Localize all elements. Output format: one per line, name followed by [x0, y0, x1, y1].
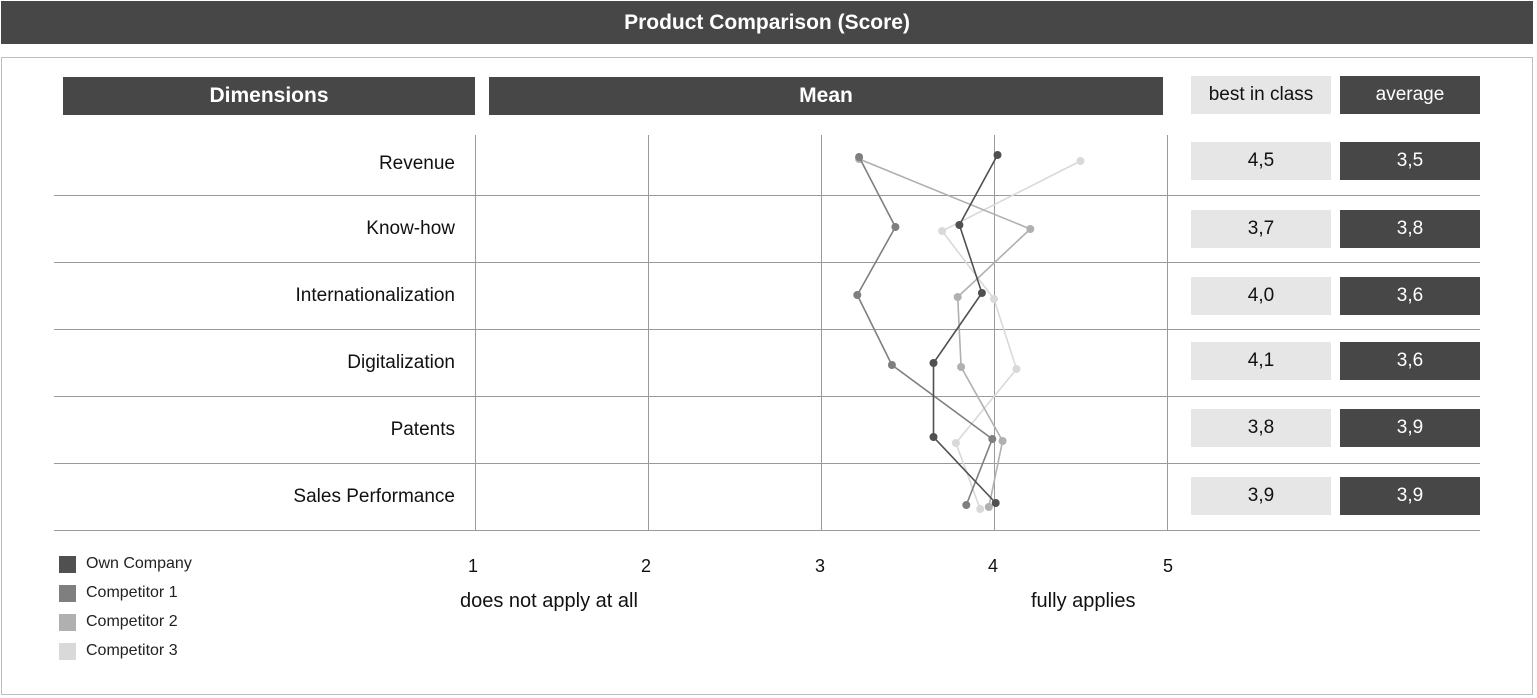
average-value: 3,6 [1340, 277, 1480, 315]
legend-swatch [59, 555, 76, 573]
best-in-class-value: 4,0 [1191, 277, 1331, 315]
data-point-competitor-1 [962, 501, 971, 509]
data-point-own-company [929, 359, 938, 367]
gridline-3 [821, 135, 822, 530]
legend-item-competitor-2: Competitor 2 [59, 613, 178, 631]
x-tick-label: 2 [640, 556, 651, 576]
data-point-competitor-2 [953, 293, 962, 301]
best-in-class-value: 4,5 [1191, 142, 1331, 180]
dimension-label-patents: Patents [390, 419, 455, 440]
series-line-competitor-1 [856, 156, 994, 506]
data-point-own-company [977, 289, 986, 297]
dimensions-header: Dimensions [63, 77, 475, 115]
axis-right-label: fully applies [1031, 590, 1136, 612]
best-in-class-value: 3,9 [1191, 477, 1331, 515]
legend-swatch [59, 642, 76, 660]
best-in-class-value: 4,1 [1191, 342, 1331, 380]
data-point-competitor-3 [976, 505, 985, 513]
data-point-own-company [991, 499, 1000, 507]
average-value: 3,9 [1340, 477, 1480, 515]
best-in-class-header: best in class [1191, 76, 1331, 114]
data-point-competitor-3 [951, 439, 960, 447]
data-point-competitor-3 [1012, 365, 1021, 373]
row-separator [54, 463, 1480, 464]
row-separator [54, 396, 1480, 397]
data-point-competitor-2 [998, 437, 1007, 445]
chart-title: Product Comparison (Score) [1, 1, 1533, 44]
legend-swatch [59, 584, 76, 602]
average-value: 3,8 [1340, 210, 1480, 248]
legend-item-competitor-3: Competitor 3 [59, 642, 178, 660]
row-separator [54, 329, 1480, 330]
dimension-label-internationalization: Internationalization [295, 285, 456, 306]
series-line-competitor-3 [940, 160, 1081, 510]
x-tick-label: 3 [814, 556, 825, 576]
data-point-own-company [955, 221, 964, 229]
average-value: 3,5 [1340, 142, 1480, 180]
axis-left-label: does not apply at all [460, 590, 638, 612]
legend-label: Competitor 2 [86, 613, 178, 630]
data-point-competitor-2 [984, 503, 993, 511]
gridline-2 [648, 135, 649, 530]
data-point-competitor-1 [988, 435, 997, 443]
data-point-competitor-1 [855, 153, 864, 161]
gridline-5 [1167, 135, 1168, 530]
dimension-label-know-how: Know-how [366, 218, 455, 239]
row-separator [54, 262, 1480, 263]
row-separator [54, 530, 1480, 531]
data-point-competitor-1 [887, 361, 896, 369]
gridline-4 [994, 135, 995, 530]
dimension-label-revenue: Revenue [378, 153, 455, 174]
row-separator [54, 195, 1480, 196]
legend-label: Own Company [86, 555, 192, 572]
data-point-competitor-3 [1076, 157, 1085, 165]
best-in-class-value: 3,8 [1191, 409, 1331, 447]
data-point-competitor-3 [938, 227, 947, 235]
series-line-own-company [932, 154, 999, 504]
series-line-competitor-2 [858, 158, 1032, 508]
average-value: 3,9 [1340, 409, 1480, 447]
average-value: 3,6 [1340, 342, 1480, 380]
x-tick-label: 5 [1162, 556, 1173, 576]
legend-swatch [59, 613, 76, 631]
dimension-label-digitalization: Digitalization [347, 352, 455, 373]
data-point-competitor-1 [891, 223, 900, 231]
average-header: average [1340, 76, 1480, 114]
gridline-1 [475, 135, 476, 530]
x-tick-label: 1 [467, 556, 478, 576]
best-in-class-value: 3,7 [1191, 210, 1331, 248]
data-point-competitor-2 [957, 363, 966, 371]
data-point-own-company [929, 433, 938, 441]
data-point-own-company [993, 151, 1002, 159]
data-point-competitor-2 [1026, 225, 1035, 233]
legend-label: Competitor 1 [86, 584, 178, 601]
dimension-label-sales-performance: Sales Performance [293, 486, 455, 507]
legend-item-own-company: Own Company [59, 555, 192, 573]
data-point-competitor-1 [853, 291, 862, 299]
legend-label: Competitor 3 [86, 642, 178, 659]
mean-header: Mean [489, 77, 1163, 115]
x-tick-label: 4 [987, 556, 998, 576]
legend-item-competitor-1: Competitor 1 [59, 584, 178, 602]
chart-frame [1, 57, 1533, 695]
data-point-competitor-3 [990, 295, 998, 303]
